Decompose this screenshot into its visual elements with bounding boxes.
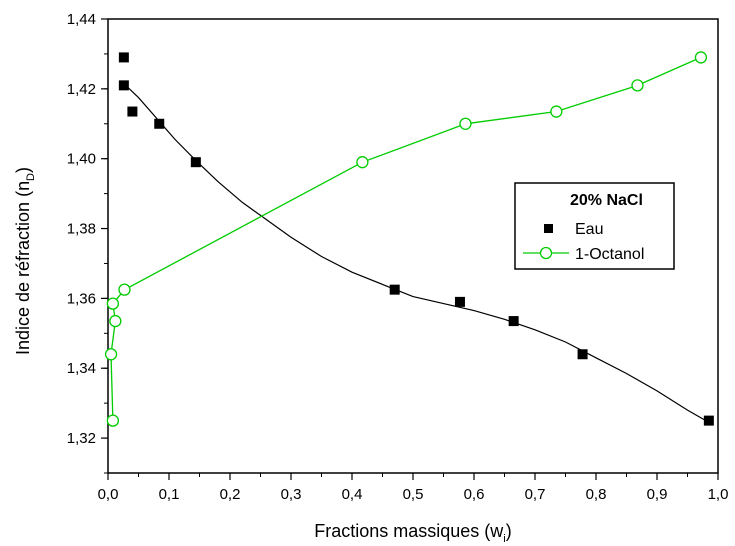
eau-point: [154, 118, 165, 129]
series-group: [104, 51, 714, 427]
eau-point: [190, 157, 201, 168]
octanol-point: [118, 283, 131, 296]
eau-point: [508, 316, 519, 327]
x-tick-label: 0,2: [220, 486, 241, 503]
x-tick-label: 0,5: [403, 486, 424, 503]
octanol-point: [106, 297, 120, 310]
octanol-point: [106, 414, 120, 427]
x-tick-label: 0,0: [98, 486, 119, 503]
y-tick-label: 1,34: [67, 360, 96, 377]
octanol-line: [110, 56, 702, 421]
y-tick-label: 1,40: [67, 151, 96, 168]
x-tick-label: 0,8: [586, 486, 607, 503]
eau-point: [703, 415, 714, 426]
eau-point: [118, 52, 129, 63]
x-tick-label: 1,0: [708, 486, 729, 503]
y-axis-title: Indice de réfraction (nD): [13, 167, 37, 355]
x-tick-label: 0,6: [464, 486, 485, 503]
octanol-point: [356, 156, 369, 169]
y-tick-label: 1,36: [67, 290, 96, 307]
y-tick-label: 1,38: [67, 221, 96, 238]
series-1-octanol: [104, 51, 708, 427]
y-tick-label: 1,42: [67, 81, 96, 98]
octanol-point: [631, 79, 644, 92]
fit-curves: [123, 83, 710, 423]
y-tick-label: 1,32: [67, 430, 96, 447]
octanol-point: [104, 348, 118, 361]
x-tick-label: 0,1: [159, 486, 180, 503]
y-axis: 1,32 1,34 1,36 1,38 1,40 1,42 1,44: [67, 11, 108, 474]
x-axis-title: Fractions massiques (wi): [314, 521, 512, 545]
legend-title: 20% NaCl: [570, 192, 643, 209]
x-tick-label: 0,9: [647, 486, 668, 503]
legend: 20% NaCl Eau 1-Octanol: [514, 182, 675, 270]
legend-eau-marker: [544, 224, 553, 233]
x-tick-label: 0,4: [342, 486, 363, 503]
octanol-point: [550, 105, 563, 118]
series-eau: [118, 52, 714, 426]
eau-point: [389, 284, 400, 295]
octanol-point: [694, 51, 708, 64]
eau-point: [577, 349, 588, 360]
y-tick-label: 1,44: [67, 11, 96, 28]
legend-octanol-marker: [539, 246, 553, 260]
legend-eau-label: Eau: [575, 221, 603, 238]
eau-point: [118, 80, 129, 91]
x-tick-label: 0,3: [281, 486, 302, 503]
octanol-point: [459, 117, 472, 130]
legend-octanol-label: 1-Octanol: [575, 246, 644, 263]
eau-point: [454, 296, 465, 307]
octanol-point: [109, 314, 122, 328]
eau-fit-curve: [123, 83, 710, 423]
x-tick-label: 0,7: [525, 486, 546, 503]
x-axis: 0,0 0,1 0,2 0,3 0,4 0,5 0,6 0,7 0,8 0,9 1,0: [98, 473, 729, 503]
eau-point: [127, 106, 138, 117]
